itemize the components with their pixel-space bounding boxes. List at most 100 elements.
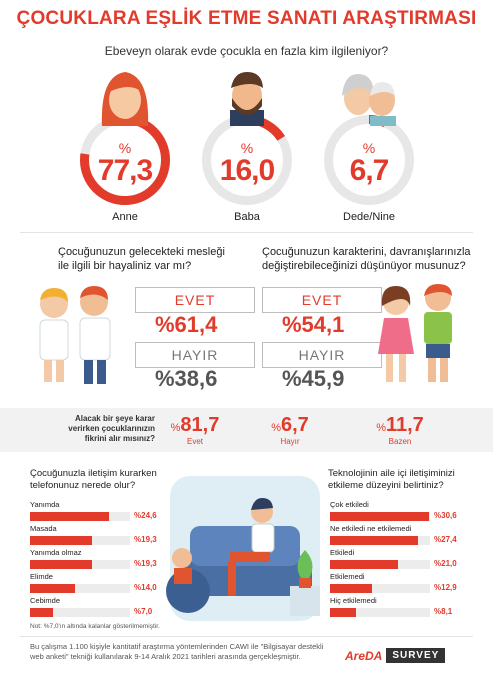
q6-bar-row: Çok etkiledi %30,6: [330, 500, 470, 521]
mother-avatar-icon: [101, 72, 149, 126]
persona-dede-nine: % 6,7 Dede/Nine: [314, 66, 424, 223]
dede-nine-label: Dede/Nine: [343, 211, 395, 223]
q5-bar-label: Cebimde: [30, 596, 61, 605]
q4-bazen-pct: %: [376, 422, 386, 434]
q2-no-value: %38,6: [155, 366, 218, 391]
q2-yes-label: EVET: [174, 292, 216, 308]
q5-note: Not: %7,0'ın altında kalanlar gösterilme…: [30, 623, 160, 630]
dede-nine-pct-sign: %: [362, 140, 376, 156]
q4-bazen-label: Bazen: [388, 437, 412, 446]
family-sofa-illustration-icon: [166, 476, 320, 621]
q5-bar-fill: [30, 512, 110, 521]
q5-bar-row: Yanımda olmaz %19,3: [30, 548, 170, 569]
q6-bar-row: Hiç etkilemedi %8,1: [330, 596, 470, 617]
q5-bar-fill: [30, 560, 93, 569]
anne-ring: % 77,3: [80, 115, 170, 205]
q6-question: Teknolojinin aile içi iletişiminizi etki…: [328, 468, 455, 491]
q6-bar-label: Hiç etkilemedi: [330, 596, 377, 605]
q5-bar-value: %24,6: [134, 511, 157, 520]
logo-survey: SURVEY: [386, 648, 446, 663]
persona-baba: % 16,0 Baba: [192, 66, 302, 223]
q6-bar-fill: [330, 536, 419, 545]
q1-question: Ebeveyn olarak evde çocukla en fazla kim…: [104, 44, 389, 58]
q3-yes-box: EVET: [262, 287, 382, 313]
q5-bar-row: Masada %19,3: [30, 524, 170, 545]
footer-text: Bu çalışma 1.100 kişiyle kantitatif araş…: [30, 642, 324, 661]
q5-bar-row: Elimde %14,0: [30, 572, 170, 593]
baba-label: Baba: [234, 211, 260, 223]
q5-bar-row: Cebimde %7,0: [30, 596, 170, 617]
q5-question: Çocuğunuzla iletişim kurarken telefonunu…: [30, 468, 157, 491]
father-avatar-icon: [230, 72, 264, 126]
kids-playing-illustration-icon: [378, 284, 452, 382]
q4-bazen-value: 11,7: [385, 414, 424, 436]
q4-evet-value: 81,7: [180, 414, 220, 436]
q6-bar-label: Etkiledi: [330, 548, 355, 557]
q5-bar-value: %14,0: [134, 583, 157, 592]
q6-bar-fill: [330, 512, 429, 521]
q2-no-label: HAYIR: [171, 347, 219, 363]
q5-bar-value: %19,3: [134, 535, 157, 544]
q6-bar-row: Ne etkiledi ne etkilemedi %27,4: [330, 524, 470, 545]
footer-divider: [20, 636, 473, 637]
q5-bar-label: Yanımda olmaz: [30, 548, 82, 557]
q5-bar-fill: [30, 584, 76, 593]
logo-brand: AreDA: [345, 648, 383, 663]
q4-question: Alacak bir şeye karar verirken çocukları…: [68, 414, 155, 443]
q5-bar-label: Yanımda: [30, 500, 60, 509]
q4-hayir: %6,7 Hayır: [260, 414, 320, 446]
q4-band: [0, 408, 493, 452]
q4-evet: %81,7 Evet: [165, 414, 225, 446]
dede-nine-ring: % 6,7: [324, 115, 414, 205]
q2-yes-value: %61,4: [155, 312, 218, 337]
anne-label: Anne: [112, 211, 138, 223]
q6-bar-label: Ne etkiledi ne etkilemedi: [330, 524, 412, 533]
persona-anne: % 77,3 Anne: [70, 66, 180, 223]
q5-bar-label: Elimde: [30, 572, 53, 581]
divider: [20, 232, 473, 233]
q6-bar-row: Etkilemedi %12,9: [330, 572, 470, 593]
q6-bar-row: Etkiledi %21,0: [330, 548, 470, 569]
q2-question: Çocuğunuzun gelecekteki mesleği ile ilgi…: [58, 246, 225, 272]
q4-hayir-value: 6,7: [280, 414, 309, 436]
q3-question: Çocuğunuzun karakterini, davranışlarınız…: [262, 246, 471, 272]
q6-bar-value: %21,0: [434, 559, 457, 568]
baba-ring: % 16,0: [202, 115, 292, 205]
q4-evet-pct: %: [170, 422, 181, 434]
q6-bar-label: Çok etkiledi: [330, 500, 369, 509]
baba-pct-sign: %: [240, 140, 254, 156]
anne-pct-sign: %: [118, 140, 132, 156]
q2-yes-box: EVET: [135, 287, 255, 313]
q6-bar-fill: [330, 560, 398, 569]
page-title: ÇOCUKLARA EŞLİK ETME SANATI ARAŞTIRMASI: [16, 8, 477, 29]
q3-yes-label: EVET: [301, 292, 343, 308]
q2-no-box: HAYIR: [135, 342, 255, 368]
q5-bar-value: %7,0: [134, 607, 153, 616]
q5-bar-row: Yanımda %24,6: [30, 500, 170, 521]
q4-hayir-label: Hayır: [280, 437, 300, 446]
q6-bar-value: %30,6: [434, 511, 457, 520]
kids-doctor-illustration-icon: [39, 286, 111, 384]
q6-bar-value: %27,4: [434, 535, 457, 544]
q3-no-value: %45,9: [282, 366, 345, 391]
grandparents-avatar-icon: [342, 74, 396, 126]
q5-bar-value: %19,3: [134, 559, 157, 568]
q5-bar-fill: [30, 536, 93, 545]
brand-logo: AreDA SURVEY: [345, 648, 446, 663]
q4-evet-label: Evet: [186, 437, 203, 446]
q6-bar-fill: [330, 584, 372, 593]
dede-nine-ring-arc: [324, 115, 414, 205]
anne-value: 77,3: [97, 154, 153, 187]
q4-bazen: %11,7 Bazen: [370, 414, 430, 446]
q6-bar-value: %12,9: [434, 583, 457, 592]
q4-hayir-pct: %: [271, 422, 281, 434]
q3-no-label: HAYIR: [298, 347, 346, 363]
q6-bar-value: %8,1: [434, 607, 453, 616]
dede-nine-value: 6,7: [349, 154, 390, 187]
q3-no-box: HAYIR: [262, 342, 382, 368]
baba-value: 16,0: [219, 154, 275, 187]
q6-bar-label: Etkilemedi: [330, 572, 365, 581]
q3-yes-value: %54,1: [282, 312, 345, 337]
q5-bar-fill: [30, 608, 53, 617]
q6-bar-fill: [330, 608, 357, 617]
